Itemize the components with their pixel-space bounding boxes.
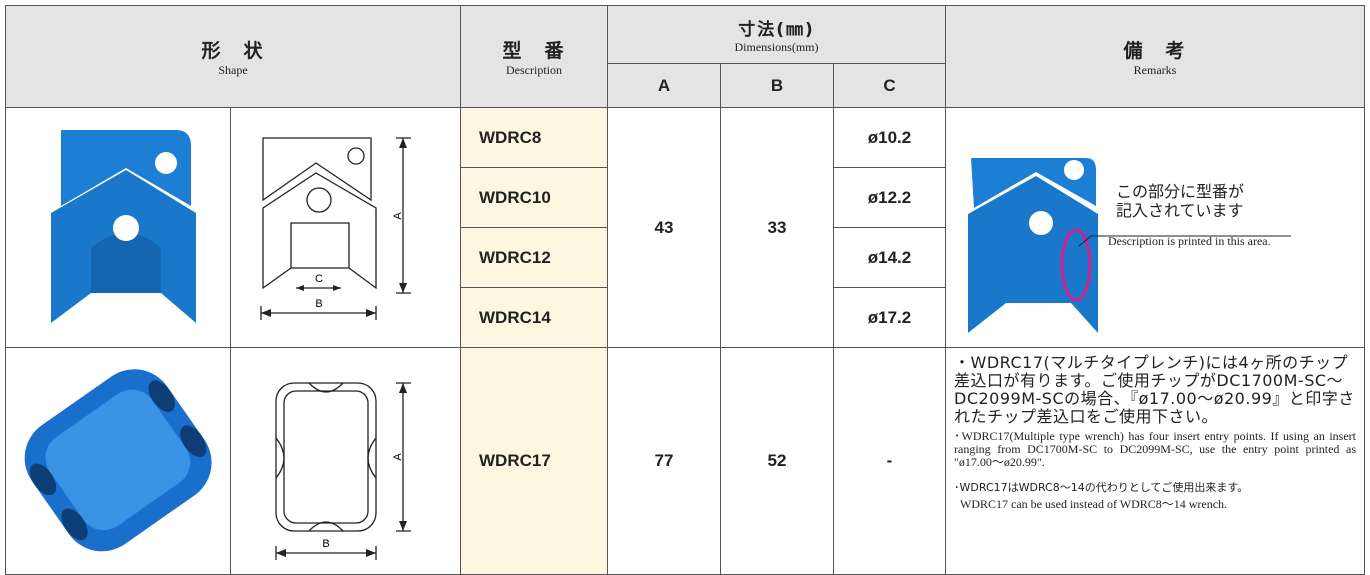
dimension-c: ø14.2 (833, 227, 946, 288)
description: WDRC8 (460, 107, 608, 168)
wrench-photo (24, 369, 212, 552)
dimension-label: B (322, 538, 329, 550)
dimension-c: ø12.2 (833, 167, 946, 228)
text: Remarks (1133, 62, 1177, 77)
dimension-label: B (315, 298, 322, 310)
remarks-illustration (968, 158, 1291, 333)
header-description: 型 番 Description (460, 5, 608, 108)
text: Dimensions(mm) (734, 39, 819, 54)
wrench-drawing: A C B (260, 137, 411, 320)
dimension-label: A (392, 453, 404, 461)
text: 記入されています (1116, 201, 1244, 220)
header-dimensions: 寸法(㎜) Dimensions(mm) (607, 5, 946, 64)
dimension-c: ø17.2 (833, 287, 946, 348)
drawing-cell: A C B (230, 107, 461, 348)
photo-cell (5, 347, 231, 575)
photo-cell (5, 107, 231, 348)
header-shape: 形 状 Shape (5, 5, 461, 108)
note-en: WDRC17 can be used instead of WDRC8～14 w… (960, 497, 1228, 511)
dimension-a: 43 (607, 107, 721, 348)
remark-en: ･WDRC17(Multiple type wrench) has four i… (954, 429, 1356, 469)
text: Shape (218, 62, 248, 77)
dimension-c: - (833, 347, 946, 575)
text: 寸法(㎜) (738, 19, 815, 40)
description: WDRC17 (460, 347, 608, 575)
text: この部分に型番が (1116, 182, 1245, 201)
text: 形 状 (201, 39, 265, 62)
remarks-cell: ・WDRC17(マルチタイプレンチ)には4ヶ所のチップ差込口が有ります。ご使用チ… (945, 347, 1365, 575)
remarks-cell: この部分に型番が 記入されています Description is printed… (945, 107, 1365, 348)
dimension-b: 33 (720, 107, 834, 348)
text: 型 番 (502, 39, 566, 62)
callout: この部分に型番が 記入されています (1116, 182, 1244, 220)
description: WDRC10 (460, 167, 608, 228)
callout-en: Description is printed in this area. (1108, 234, 1271, 248)
drawing-cell: A B (230, 347, 461, 575)
dimension-label: C (315, 273, 323, 285)
note-ja: ･WDRC17はWDRC8～14の代わりとしてご使用出来ます。 (954, 481, 1249, 494)
dimension-b: 52 (720, 347, 834, 575)
wrench-photo (51, 130, 196, 323)
column-a: A (607, 63, 721, 108)
remark-ja: ・WDRC17(マルチタイプレンチ)には4ヶ所のチップ差込口が有ります。ご使用チ… (954, 353, 1355, 426)
column-c: C (833, 63, 946, 108)
description: WDRC14 (460, 287, 608, 348)
dimension-label: A (392, 212, 404, 220)
text: Description (506, 62, 562, 77)
dimension-a: 77 (607, 347, 721, 575)
text: 備 考 (1123, 39, 1187, 62)
dimension-c: ø10.2 (833, 107, 946, 168)
wrench-drawing: A B (275, 382, 411, 560)
column-b: B (720, 63, 834, 108)
description: WDRC12 (460, 227, 608, 288)
header-remarks: 備 考 Remarks (945, 5, 1365, 108)
